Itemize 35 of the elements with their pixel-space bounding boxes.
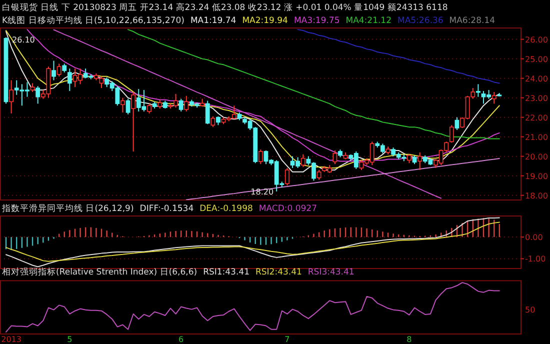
y-tick-label: 23.00 [525,94,548,103]
x-tick-label: 6 [178,335,184,344]
legend-label: MA6:28.14 [449,16,496,26]
text: MACD:0.0927 [258,204,317,214]
y-tick-label: 22.00 [525,113,548,122]
chart-subtitle: K线图 日移动平均线 日(5,10,22,66,135,270) [2,15,184,26]
y-tick-label: 26.00 [525,35,548,44]
text: DIFF:-0.1534 [140,204,194,214]
y-tick-label: 21.00 [525,132,548,142]
legend-label: RSI2:43.41 [255,268,302,278]
text: RSI3:43.41 [308,268,354,278]
text: 50 [525,305,536,314]
chart-title: 指数平滑异同平均线 日(26,12,9) [1,203,134,214]
text: MA3:19.75 [294,16,340,26]
y-tick-label: 24.00 [525,74,548,84]
text: MA2:19.94 [242,16,288,26]
y-tick-label: 25.00 [525,54,548,64]
chart-title: 白银现货 日线 下 20130823 周五 开23.14 高23.24 低23.08 收23.12 涨 +0.01 0.04% 量1049 额24313 6118 [2,2,448,13]
y-tick-label: 19.00 [525,172,548,181]
x-tick-label: 5 [67,335,72,344]
y-tick-label: 20.00 [525,152,548,162]
x-tick-label: 2013 [1,335,22,344]
text: MA1:19.74 [190,16,236,26]
chart-title: 相对强弱指标(Relative Strenth Index) 日(6,6,6) [2,266,198,278]
text: MA4:21.12 [346,16,392,26]
y-tick-label: 18.00 [525,191,548,200]
legend-label: RSI1:43.41 [203,268,250,278]
annotation: 18.20 [250,187,274,196]
text: MA5:26.36 [398,16,444,26]
y-tick-label: -1.00 [525,254,546,264]
x-tick-label: 7 [284,335,290,344]
y-tick-label: 0.00 [525,233,543,242]
annotation: 26.10 [12,35,35,44]
text: DEA:-0.1998 [200,204,253,214]
x-tick-label: 8 [406,335,412,344]
